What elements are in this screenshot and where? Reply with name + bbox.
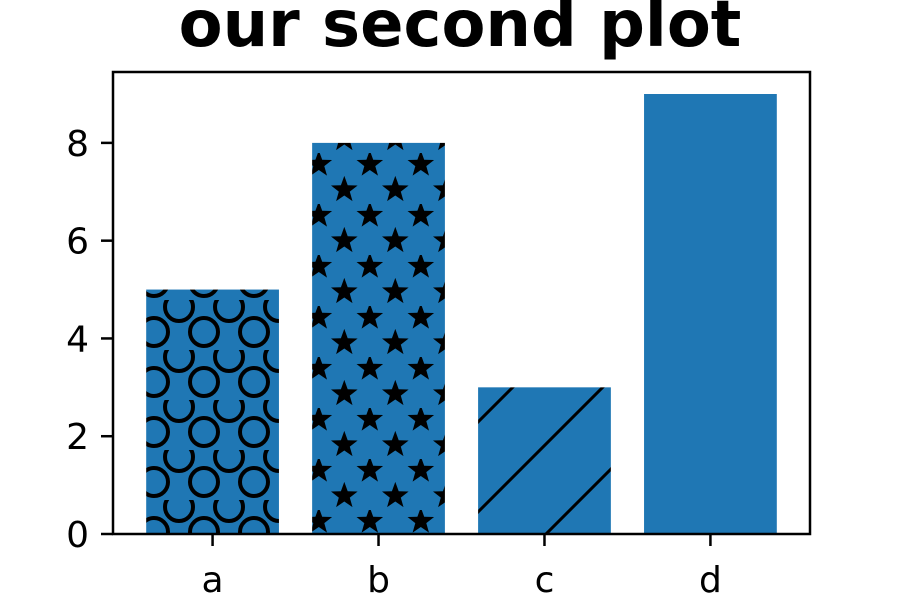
bar-d	[644, 94, 777, 534]
y-axis: 0 2 4 6 8	[66, 124, 113, 556]
x-tick-label-a: a	[202, 560, 224, 600]
y-tick-label-2: 2	[66, 417, 89, 458]
chart-title: our second plot	[179, 0, 742, 62]
y-tick-label-8: 8	[66, 124, 89, 165]
bar-c	[478, 387, 611, 534]
x-tick-label-d: d	[699, 560, 722, 600]
y-tick-label-4: 4	[66, 319, 89, 360]
bars-group	[146, 94, 777, 534]
x-tick-label-b: b	[367, 560, 390, 600]
x-axis: a b c d	[202, 534, 722, 600]
y-tick-label-6: 6	[66, 222, 89, 263]
bar-b	[312, 142, 445, 534]
bar-a	[146, 289, 279, 534]
y-tick-label-0: 0	[66, 515, 89, 556]
x-tick-label-c: c	[535, 560, 555, 600]
plot-frame	[111, 70, 812, 536]
